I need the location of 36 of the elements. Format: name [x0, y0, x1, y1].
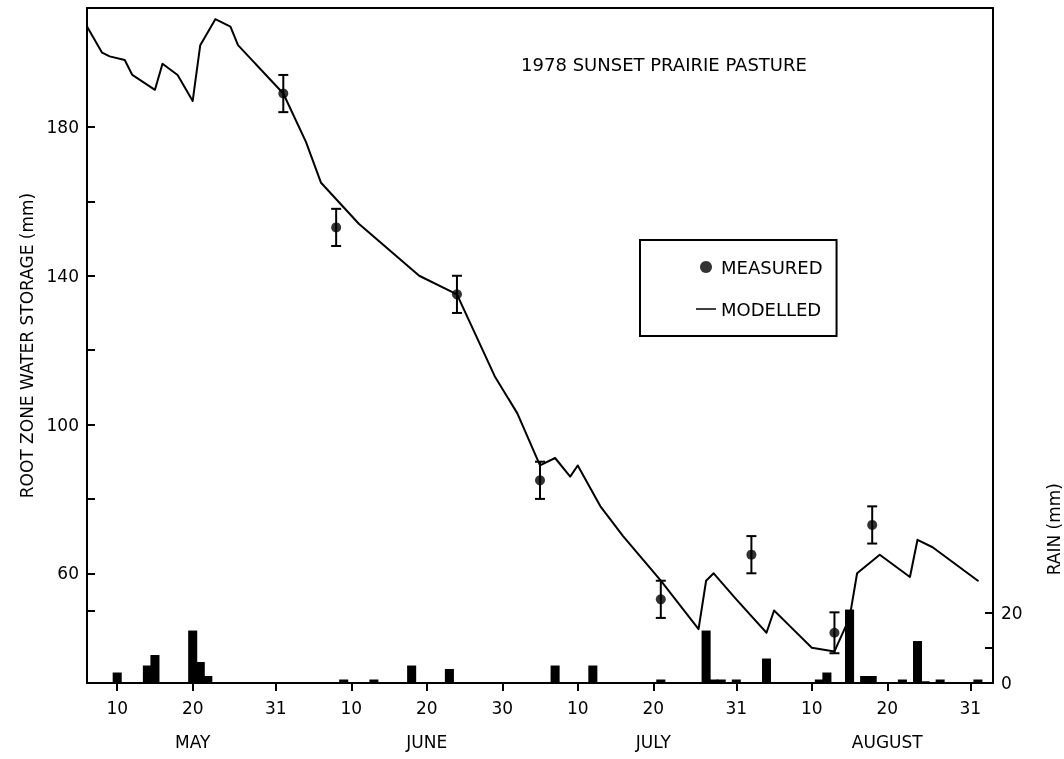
bar: [550, 665, 560, 683]
text: 1978 SUNSET PRAIRIE PASTURE: [521, 53, 807, 75]
bar: [407, 665, 417, 683]
y2-axis-title: RAIN (mm): [1043, 482, 1064, 576]
bar: [444, 669, 454, 683]
y-tick-label: 60: [57, 563, 79, 584]
x-tick-label: 20 MAY: [175, 698, 211, 752]
x-tick-label: 20 AUGUST: [851, 698, 924, 752]
x-tick-label: 30: [491, 698, 514, 718]
x-tick-label: 10: [800, 698, 823, 718]
point: [278, 88, 289, 99]
x-tick-label: 10: [340, 698, 363, 718]
point: [331, 222, 342, 233]
legend-label: MEASURED: [721, 256, 823, 278]
y-tick-label: 100: [46, 414, 79, 435]
x-tick-label: 31: [264, 698, 287, 718]
point: [451, 289, 462, 300]
y2-tick-label: 20: [1001, 603, 1023, 624]
bar: [588, 665, 598, 683]
x-tick-label: 31: [725, 698, 748, 718]
x-tick-label: 10: [106, 698, 129, 718]
y-tick-label: 180: [46, 117, 79, 138]
point: [829, 627, 840, 638]
x-tick-label: 20 JUNE: [405, 698, 448, 752]
x-tick-label: 31: [959, 698, 982, 718]
point: [746, 549, 757, 560]
point: [535, 475, 545, 486]
bar: [761, 658, 772, 683]
legend-label: MODELLED: [721, 298, 822, 320]
x-tick-label: 10: [566, 698, 589, 718]
y2-tick-label: 0: [1001, 673, 1012, 693]
y-axis-title: ROOT ZONE WATER STORAGE (mm): [16, 192, 37, 499]
x-tick-label: 20 JULY: [634, 698, 672, 752]
y-tick-label: 140: [46, 265, 79, 286]
point: [867, 519, 878, 530]
point: [655, 594, 666, 605]
